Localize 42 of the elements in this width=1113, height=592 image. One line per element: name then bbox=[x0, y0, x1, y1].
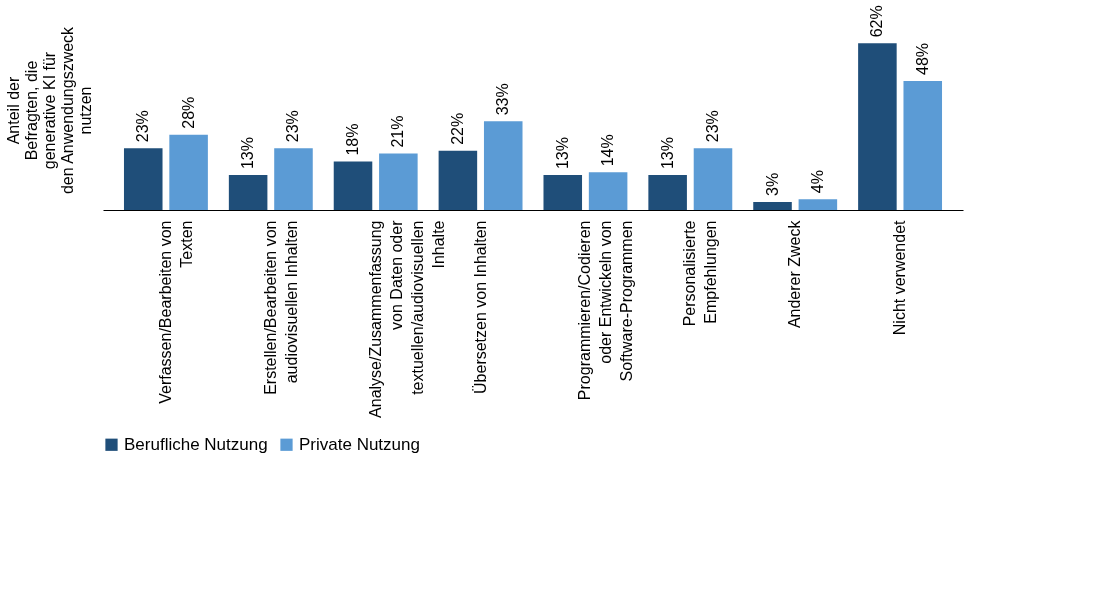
x-tick-label: Erstellen/Bearbeiten von audiovisuellen Inhalten bbox=[261, 220, 300, 395]
bar bbox=[274, 148, 313, 210]
bar bbox=[903, 80, 943, 210]
data-label: 33% bbox=[494, 83, 512, 116]
bar bbox=[333, 161, 373, 210]
bar bbox=[588, 172, 628, 210]
data-label: 13% bbox=[239, 137, 257, 170]
data-label: 28% bbox=[179, 96, 197, 129]
bar bbox=[169, 134, 208, 210]
data-label: 3% bbox=[763, 172, 781, 196]
data-label: 23% bbox=[284, 110, 302, 143]
bar bbox=[228, 175, 268, 210]
data-label: 18% bbox=[344, 123, 362, 156]
x-tick-label: Nicht verwendet bbox=[891, 219, 909, 336]
bar bbox=[483, 121, 523, 210]
data-label: 21% bbox=[389, 115, 407, 148]
data-label: 4% bbox=[808, 170, 826, 194]
data-label: 23% bbox=[703, 110, 721, 143]
legend-label: Berufliche Nutzung bbox=[124, 434, 268, 454]
x-tick-label: Verfassen/Bearbeiten von Texten bbox=[156, 220, 195, 404]
bar bbox=[648, 175, 687, 210]
data-label: 48% bbox=[913, 42, 931, 75]
x-tick-label: Anderer Zweck bbox=[786, 219, 804, 329]
x-tick-label: Analyse/Zusammenfassung von Daten oder textuellen/audiovisuellen Inhalte bbox=[366, 219, 447, 418]
x-tick-label: Übersetzen von Inhalten bbox=[471, 220, 489, 394]
x-tick-label: Programmieren/Codieren oder Entwickeln von Software-Programmen bbox=[576, 220, 636, 401]
data-label: 62% bbox=[868, 5, 886, 38]
data-label: 22% bbox=[448, 112, 466, 145]
data-label: 23% bbox=[134, 110, 152, 143]
data-label: 13% bbox=[658, 137, 676, 170]
bar bbox=[438, 150, 478, 210]
data-label: 13% bbox=[553, 137, 571, 170]
bar bbox=[123, 148, 163, 210]
bar bbox=[379, 153, 418, 210]
y-axis-title: Anteil der Befragten, die generative KI für den Anwendungszweck nutzen bbox=[4, 25, 94, 195]
bar bbox=[798, 199, 838, 210]
bar bbox=[858, 43, 897, 210]
bar bbox=[753, 201, 792, 210]
bar bbox=[693, 148, 733, 210]
legend-label: Private Nutzung bbox=[299, 434, 420, 454]
data-label: 14% bbox=[599, 134, 617, 167]
bar bbox=[543, 175, 583, 210]
